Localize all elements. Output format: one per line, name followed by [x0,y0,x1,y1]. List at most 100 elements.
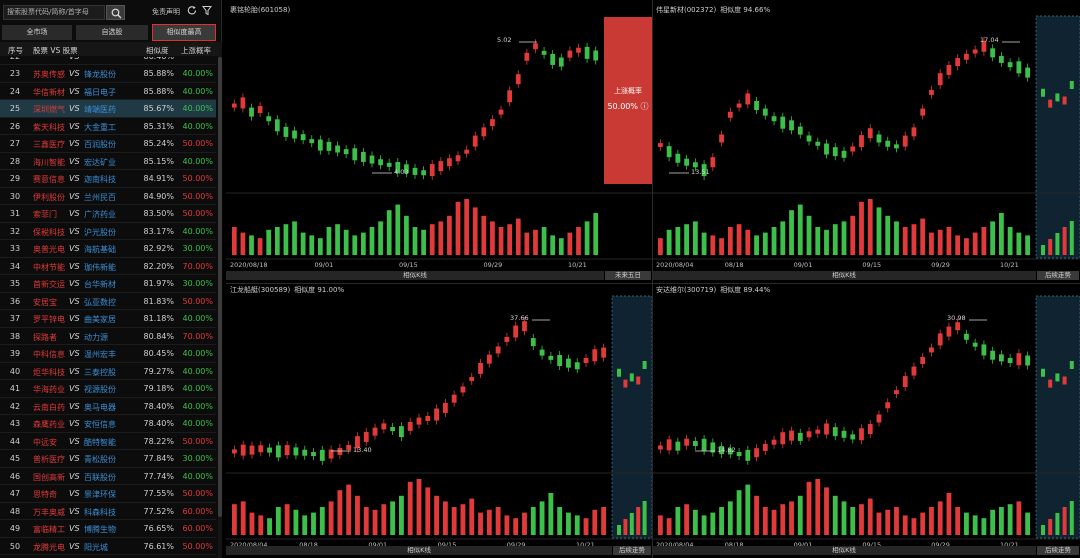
candle-body [429,164,435,177]
stock-b-name: 科森科技 [84,507,116,517]
candle-body [425,415,431,421]
volume-bar [378,221,383,255]
similar-kline-footer: 相似K线 [652,546,1036,555]
forecast-footer-button[interactable]: 后续走势 [1037,271,1079,280]
similarity-value: 77.52% [143,506,174,516]
candlestick-panel[interactable]: 伟星新材(002372) 相似度 94.66% 17.04 13.51 2020/08/… [652,3,1080,283]
date-tick-label: 09/01 [368,541,388,549]
tab-watchlist[interactable]: 自选股 [76,25,148,40]
candle-body [990,48,996,58]
volume-bar [369,227,375,255]
volume-bar [964,512,969,535]
volume-bar [231,504,237,535]
table-row[interactable]: 42 云南白药 VS 奥马电器 78.40% 40.00% [0,398,216,415]
table-row[interactable]: 30 伊利股份 VS 兰州民百 84.90% 50.00% [0,188,216,205]
volume-bar [584,221,590,255]
forecast-footer-button[interactable]: 后续走势 [613,546,651,555]
table-row[interactable]: 46 国创高新 VS 百联股份 77.74% 40.00% [0,468,216,485]
forecast-footer-button[interactable]: 未来五日 [605,271,651,280]
table-row[interactable]: 43 森鹰药业 VS 安恒信息 78.40% 40.00% [0,415,216,433]
candle-body [326,141,332,151]
stock-b-name: 弘亚数控 [84,297,116,307]
table-row[interactable]: 38 探路者 VS 动力源 80.84% 70.00% [0,328,216,345]
up-probability-value: 40.00% [182,226,213,236]
row-number: 23 [9,69,21,78]
disclaimer-link[interactable]: 免责声明 [152,8,180,16]
similarity-value: 81.97% [143,279,174,288]
candle-body [964,333,969,340]
candle-body [395,161,401,173]
candle-body [902,376,908,388]
table-row[interactable]: 45 普析医疗 VS 青松股份 77.84% 30.00% [0,450,216,468]
table-row[interactable]: 35 首新交运 VS 台华新材 81.97% 30.00% [0,275,216,293]
volume-bar [464,199,469,255]
volume-bar [719,238,724,255]
table-row[interactable]: 27 三鑫医疗 VS 百润股份 85.24% 50.00% [0,135,216,153]
up-probability-value: 40.00% [182,121,213,131]
stock-b-name: 视源股份 [84,385,116,394]
stock-b-name: 安恒信息 [84,420,116,429]
low-price-label: 14.82 [717,446,736,454]
low-price-label: 4.03 [394,168,409,176]
forecast-volume-bar [1069,501,1074,535]
candle-body [806,431,812,438]
candle-body [283,126,289,137]
candle-body [745,449,751,461]
tab-all-market[interactable]: 全市场 [2,25,72,40]
search-button[interactable] [106,5,125,20]
table-row[interactable]: 50 龙腾光电 VS 阳光城 76.61% 50.00% [0,538,216,555]
vs-label: VS [69,279,80,288]
table-row[interactable]: 22 VS 86.46% [0,57,216,65]
candle-body [701,164,707,177]
candle-body [762,443,768,451]
table-row[interactable]: 39 中科信息 VS 温州宏丰 80.45% 40.00% [0,345,216,363]
table-row[interactable]: 48 万丰奥威 VS 科森科技 77.52% 60.00% [0,503,216,520]
table-row[interactable]: 25 深圳燃气 VS 靖端医药 85.67% 40.00% [0,100,216,118]
candle-body [533,43,538,50]
table-row[interactable]: 49 富临精工 VS 博腾生物 76.65% 60.00% [0,520,216,538]
table-row[interactable]: 26 紫天科技 VS 大金重工 85.31% 40.00% [0,118,216,135]
similarity-value: 79.18% [143,384,174,393]
table-row[interactable]: 29 赛意信息 VS 迦南科技 84.91% 50.00% [0,170,216,188]
table-row[interactable]: 33 奥普光电 VS 海航基础 82.92% 30.00% [0,240,216,258]
volume-bar [258,515,264,535]
refresh-icon[interactable] [187,5,197,16]
volume-bar [762,507,768,535]
candle-body [558,57,564,67]
candlestick-panel[interactable]: 安达维尔(300719) 相似度 89.44% 30.98 14.82 2020/08/… [652,283,1080,558]
candle-body [929,347,934,353]
candlestick-panel[interactable]: 裹铭轮胎(601058) 5.02 4.03 2020/08/18 09/01 09/15… [226,3,652,283]
stock-b-name: 温州宏丰 [84,350,116,359]
tab-highest-similarity[interactable]: 相似度最高 [152,24,216,41]
forecast-candle [1055,373,1060,382]
candle-body [1016,61,1022,74]
search-input[interactable]: 搜索股票代码/简称/首字母 [3,5,105,20]
table-row[interactable]: 47 思特奇 VS 景津环保 77.55% 50.00% [0,485,216,503]
stock-b-name: 动力源 [84,332,108,342]
table-row[interactable]: 34 中材节能 VS 珈伟新能 82.20% 70.00% [0,258,216,275]
table-row[interactable]: 24 华信新材 VS 福日电子 85.88% 40.00% [0,83,216,100]
candle-body [885,402,891,409]
up-probability-value: 40.00% [182,69,213,78]
volume-bar [1016,501,1022,535]
candle-body [550,53,556,65]
volume-bar [460,504,466,535]
table-row[interactable]: 44 中远安 VS 酷特智能 78.22% 50.00% [0,433,216,450]
table-row[interactable]: 28 海川智能 VS 宏达矿业 85.15% 40.00% [0,153,216,170]
table-row[interactable]: 40 炬华科技 VS 三泰控股 79.27% 40.00% [0,363,216,380]
candlestick-panel[interactable]: 江龙船艇(300589) 相似度 91.00% 37.66 13.40 2020/08/… [226,283,652,558]
table-row[interactable]: 31 索菲门 VS 广济药业 83.50% 50.00% [0,205,216,223]
volume-bar [601,507,607,535]
table-row[interactable]: 23 苏奥传感 VS 锋龙股份 85.88% 40.00% [0,65,216,83]
table-row[interactable]: 32 保税科技 VS 沪光股份 83.17% 40.00% [0,223,216,240]
forecast-footer-button[interactable]: 后续走势 [1037,546,1079,555]
volume-bar [438,221,444,255]
filter-icon[interactable] [202,5,212,16]
candle-body [937,333,943,346]
list-scrollbar-thumb[interactable] [218,57,222,517]
col-header-no: 序号 [8,46,23,55]
table-row[interactable]: 36 安居宝 VS 弘亚数控 81.83% 50.00% [0,293,216,310]
table-row[interactable]: 41 华海药业 VS 视源股份 79.18% 40.00% [0,380,216,398]
table-row[interactable]: 37 罗平锌电 VS 曲美家居 81.18% 40.00% [0,310,216,328]
stock-b-name: 广济药业 [84,210,116,219]
